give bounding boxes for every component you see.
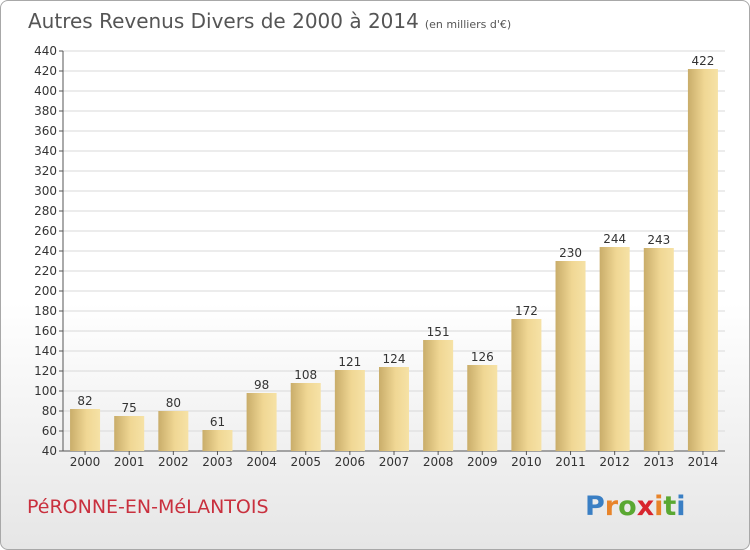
y-tick-label: 80 [42, 404, 57, 418]
y-tick-label: 420 [34, 64, 57, 78]
y-tick-label: 300 [34, 184, 57, 198]
bar [555, 261, 586, 451]
data-label: 75 [122, 401, 137, 415]
logo-letter: P [585, 491, 605, 522]
town-name: PéRONNE-EN-MéLANTOIS [27, 496, 269, 518]
data-label: 61 [210, 415, 225, 429]
bar [158, 411, 189, 451]
y-tick-label: 40 [42, 444, 57, 458]
x-tick-label: 2000 [70, 455, 101, 469]
bar [467, 365, 498, 451]
bar [70, 409, 101, 451]
y-tick-label: 140 [34, 344, 57, 358]
bar [423, 340, 454, 451]
y-tick-label: 280 [34, 204, 57, 218]
y-tick-label: 240 [34, 244, 57, 258]
y-tick-label: 440 [34, 44, 57, 58]
logo-letter: o [618, 491, 637, 522]
data-label: 124 [383, 352, 406, 366]
y-tick-label: 360 [34, 124, 57, 138]
x-tick-label: 2005 [290, 455, 321, 469]
bars [70, 69, 718, 451]
logo-letter: i [676, 491, 686, 522]
data-label: 244 [603, 232, 626, 246]
y-tick-label: 120 [34, 364, 57, 378]
data-label: 230 [559, 246, 582, 260]
y-tick-label: 160 [34, 324, 57, 338]
bar [687, 69, 718, 451]
bar-chart: 40 60 80 100 120 140 160 180 200 220 240 260 280 300 3… [34, 44, 725, 469]
data-label: 98 [254, 378, 269, 392]
y-tick-label: 220 [34, 264, 57, 278]
x-tick-label: 2008 [423, 455, 454, 469]
x-tick-label: 2010 [511, 455, 542, 469]
logo-letter: t [663, 491, 677, 522]
bar [643, 248, 674, 451]
data-label: 422 [691, 54, 714, 68]
data-label: 80 [166, 396, 181, 410]
proxiti-logo: Proxiti [585, 491, 686, 522]
y-tick-label: 260 [34, 224, 57, 238]
x-tick-label: 2007 [379, 455, 410, 469]
data-label: 121 [338, 355, 361, 369]
bar [290, 383, 321, 451]
bar [599, 247, 630, 451]
x-tick-label: 2011 [555, 455, 586, 469]
x-tick-label: 2001 [114, 455, 145, 469]
x-tick-label: 2014 [688, 455, 719, 469]
logo-letter: i [654, 491, 664, 522]
x-tick-label: 2013 [644, 455, 675, 469]
data-label: 243 [647, 233, 670, 247]
data-label: 108 [294, 368, 317, 382]
data-labels: 82 75 80 61 98 108 121 124 151 126 172 230 244 243 422 [77, 54, 714, 429]
bar [334, 370, 365, 451]
y-tick-label: 100 [34, 384, 57, 398]
data-label: 82 [77, 394, 92, 408]
bar [511, 319, 542, 451]
y-tick-label: 200 [34, 284, 57, 298]
y-tick-label: 340 [34, 144, 57, 158]
logo-letter: x [636, 491, 655, 522]
logo-letter: r [604, 491, 619, 522]
x-tick-label: 2004 [246, 455, 277, 469]
x-tick-label: 2006 [335, 455, 366, 469]
data-label: 172 [515, 304, 538, 318]
y-tick-label: 320 [34, 164, 57, 178]
bar [202, 430, 233, 451]
y-tick-label: 380 [34, 104, 57, 118]
x-tick-label: 2009 [467, 455, 498, 469]
bar [246, 393, 277, 451]
title-unit: (en milliers d'€) [424, 18, 512, 31]
bar [378, 367, 410, 451]
chart-title: Autres Revenus Divers de 2000 à 2014 (en … [28, 9, 511, 33]
x-tick-label: 2003 [202, 455, 233, 469]
x-tick-label: 2002 [158, 455, 189, 469]
y-tick-label: 180 [34, 304, 57, 318]
bar [114, 416, 145, 451]
y-tick-label: 60 [42, 424, 57, 438]
y-tick-label: 400 [34, 84, 57, 98]
title-text: Autres Revenus Divers de 2000 à 2014 [28, 9, 419, 33]
data-label: 126 [471, 350, 494, 364]
x-tick-label: 2012 [599, 455, 630, 469]
data-label: 151 [427, 325, 450, 339]
